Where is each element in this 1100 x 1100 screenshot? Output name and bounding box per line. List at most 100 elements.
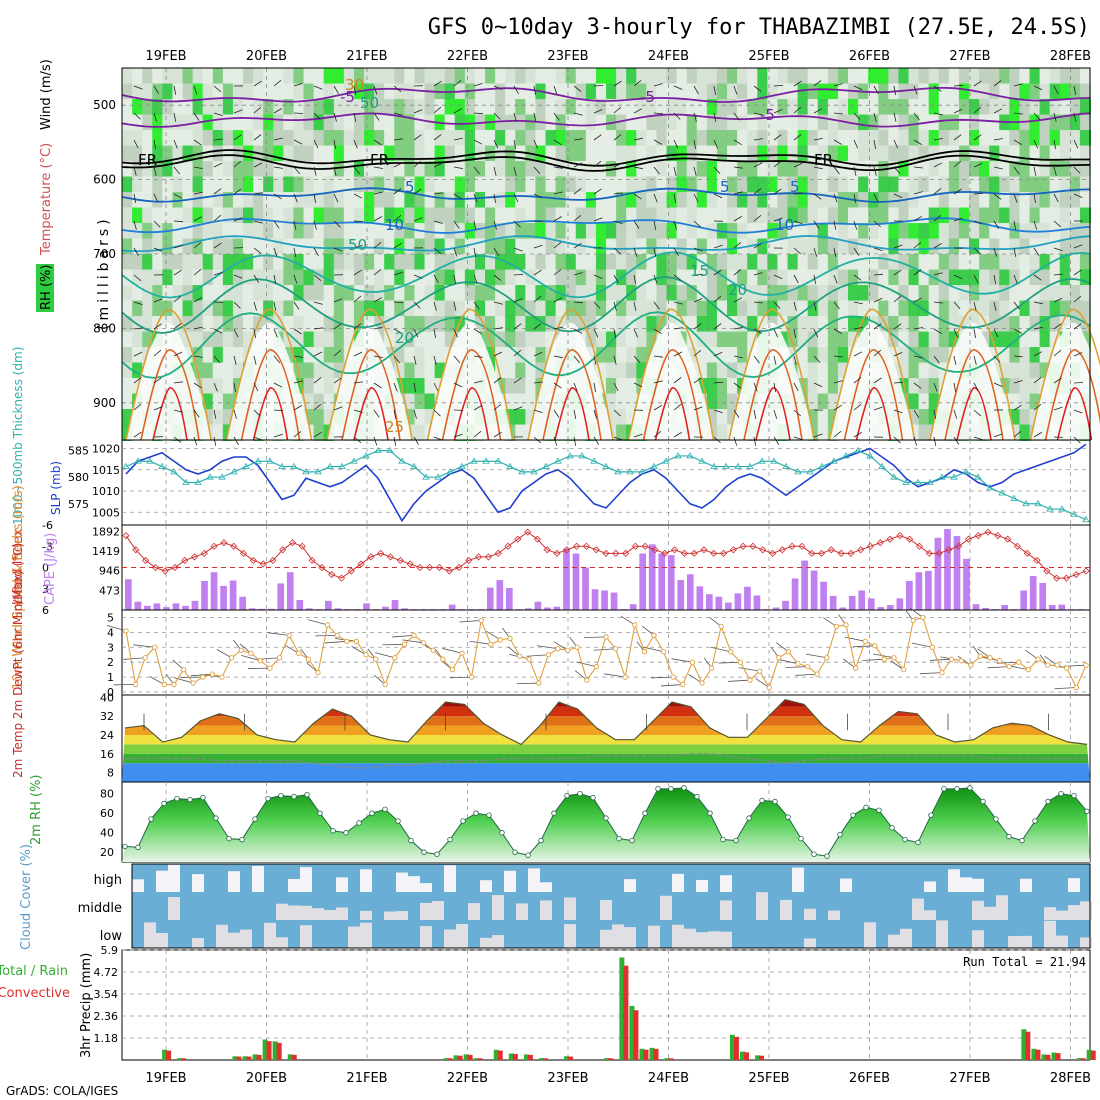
contour-label: 30: [345, 76, 364, 94]
cloud-cell: [492, 935, 504, 948]
rh-cell: [313, 347, 325, 364]
rh-cell: [938, 145, 950, 162]
cloud-cell: [1056, 935, 1068, 948]
rh-cell: [636, 145, 648, 162]
lifted-marker: [465, 556, 473, 564]
rh-cell: [152, 238, 164, 255]
cloud-cell: [192, 874, 204, 892]
rh-cell: [918, 300, 930, 317]
rh-cell: [555, 300, 567, 317]
rh-cell: [595, 114, 607, 131]
rh-cell: [958, 130, 970, 147]
rh-cell: [807, 316, 819, 333]
cloud-cell: [804, 908, 816, 920]
convective-bar: [527, 1054, 533, 1060]
wind-barb: [833, 193, 838, 203]
wind-barb: [993, 301, 997, 311]
thickness-marker: [770, 457, 778, 464]
rh-cell: [495, 362, 507, 379]
rh-cell: [686, 114, 698, 131]
rh-cell: [202, 207, 214, 224]
cape-bar: [639, 553, 647, 610]
rh-cell: [878, 99, 890, 116]
precip-bar: [242, 1056, 248, 1060]
wind-barb: [673, 247, 680, 256]
rh-cell: [464, 238, 476, 255]
rh-cell: [616, 331, 628, 348]
wind-speed-marker: [564, 647, 571, 653]
precip-bar: [177, 1058, 183, 1060]
rh-cell: [1079, 83, 1091, 100]
rh-cell: [999, 161, 1011, 178]
wind-barb: [1053, 139, 1056, 149]
rh-cell: [878, 238, 890, 255]
rh-cell: [616, 223, 628, 240]
rh-cell: [142, 176, 154, 193]
rh-cell: [888, 285, 900, 302]
wind-speed-marker: [324, 622, 331, 628]
wind-barb: [273, 108, 282, 114]
wind-barb: [153, 193, 159, 203]
rh-cell: [777, 145, 789, 162]
rh-cell: [817, 409, 829, 426]
rh-cell: [787, 176, 799, 193]
lifted-marker: [377, 549, 385, 557]
rh-cell: [293, 114, 305, 131]
surface-barb: [738, 667, 760, 672]
rh-cell: [747, 68, 759, 85]
thickness-marker: [722, 462, 730, 469]
rh-cell: [1019, 83, 1031, 100]
rh-label: 2m RH (%): [29, 774, 44, 845]
rh-cell: [303, 362, 315, 379]
dry-plume: [1030, 322, 1100, 440]
rh-cell: [464, 192, 476, 209]
rh-cell: [434, 223, 446, 240]
wind-barb: [193, 382, 202, 389]
wind-barb: [773, 134, 782, 141]
thickness-marker: [206, 473, 214, 480]
wind-barb: [693, 247, 703, 252]
cape-bar: [267, 608, 275, 610]
wind-barb: [413, 355, 417, 365]
cape-bar: [391, 600, 399, 610]
rh-cell: [495, 347, 507, 364]
rh-cell: [172, 83, 184, 100]
rh-cell: [202, 409, 214, 426]
cape-bar: [305, 608, 313, 610]
wind-barb: [693, 220, 701, 228]
rh-cell: [817, 393, 829, 410]
rh-cell: [727, 223, 739, 240]
rh-cell: [263, 130, 275, 147]
wind-barb: [653, 355, 663, 358]
rh-cell: [404, 83, 416, 100]
rh-cell: [293, 347, 305, 364]
lifted-marker: [778, 546, 786, 554]
rh-cell: [404, 269, 416, 286]
rh-cell: [686, 300, 698, 317]
wind-barb: [1053, 247, 1063, 252]
wind-barb: [193, 139, 202, 146]
rh-cell: [414, 207, 426, 224]
rh-cell: [525, 223, 537, 240]
rh-cell: [767, 192, 779, 209]
rh-marker: [499, 830, 505, 836]
cloud-cell: [348, 926, 360, 948]
rh-cell: [777, 114, 789, 131]
rh-cell: [192, 192, 204, 209]
wind-barb: [153, 298, 163, 303]
rh-cell: [495, 207, 507, 224]
rh-cell: [404, 207, 416, 224]
rh-cell: [928, 331, 940, 348]
rh-cell: [555, 145, 567, 162]
wind-barb: [1053, 406, 1063, 411]
rh-cell: [1009, 254, 1021, 271]
lifted-marker: [661, 549, 669, 557]
rh-cell: [454, 300, 466, 317]
contour-label: 5: [405, 178, 415, 196]
rh-cell: [716, 192, 728, 209]
temp-band: [122, 734, 1090, 745]
pressure-label: (millibars): [96, 215, 112, 330]
convective-bar: [1080, 1058, 1086, 1060]
rh-cell: [414, 68, 426, 85]
rh-cell: [253, 269, 265, 286]
